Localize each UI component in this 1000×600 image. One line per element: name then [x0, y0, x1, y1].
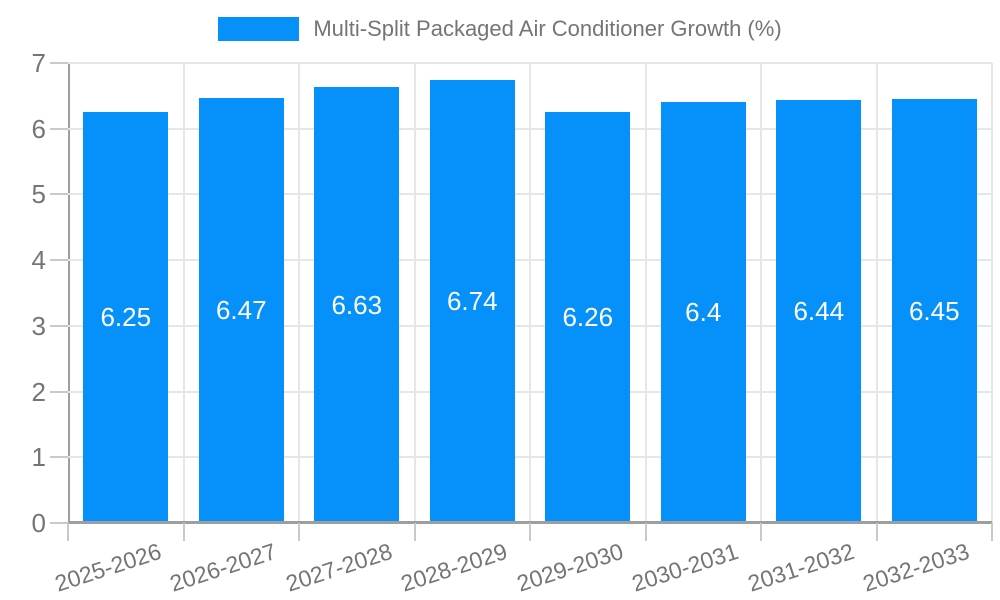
- bar-value-label: 6.4: [685, 297, 722, 328]
- y-tick: [50, 127, 68, 130]
- vertical-gridline: [413, 63, 416, 523]
- y-tick: [50, 62, 68, 64]
- bar: 6.74: [429, 80, 515, 523]
- bar-value-label: 6.47: [215, 294, 267, 325]
- x-tick: [875, 523, 878, 541]
- legend-swatch: [218, 17, 300, 41]
- vertical-gridline: [298, 63, 300, 523]
- y-tick-label: 5: [31, 179, 46, 210]
- x-tick: [991, 523, 993, 541]
- x-tick: [298, 523, 300, 541]
- bar: 6.26: [545, 111, 631, 523]
- y-tick-label: 4: [31, 245, 46, 276]
- horizontal-gridline: [68, 456, 992, 459]
- bar-value-label: 6.63: [331, 289, 383, 320]
- x-tick: [67, 523, 69, 541]
- x-tick: [644, 523, 647, 541]
- y-axis-line: [68, 63, 70, 523]
- horizontal-gridline: [68, 324, 992, 327]
- x-tick: [413, 523, 416, 541]
- x-axis-line: [68, 521, 992, 524]
- y-tick: [50, 522, 68, 524]
- x-tick: [182, 523, 185, 541]
- horizontal-gridline: [68, 259, 992, 262]
- vertical-gridline: [644, 63, 647, 523]
- x-tick: [760, 523, 762, 541]
- bar: 6.63: [314, 87, 400, 523]
- y-tick-label: 2: [31, 376, 46, 407]
- bar-value-label: 6.45: [908, 295, 960, 326]
- bar-value-label: 6.26: [562, 301, 614, 332]
- horizontal-gridline: [68, 127, 992, 130]
- y-tick-label: 1: [31, 442, 46, 473]
- legend-label: Multi-Split Packaged Air Conditioner Gro…: [313, 16, 782, 41]
- bar: 6.47: [198, 97, 284, 523]
- bar: 6.45: [891, 99, 977, 523]
- bar: 6.25: [83, 112, 169, 523]
- vertical-gridline: [991, 63, 993, 523]
- y-tick: [50, 259, 68, 262]
- plot-area: 6.25 6.47 6.63 6.74 6.26 6.4 6.44 6.45: [68, 62, 993, 524]
- x-tick: [529, 523, 531, 541]
- bar-value-label: 6.25: [100, 302, 152, 333]
- bar-value-label: 6.74: [446, 286, 498, 317]
- vertical-gridline: [182, 63, 185, 523]
- y-tick-label: 6: [31, 113, 46, 144]
- bar-value-label: 6.44: [793, 295, 845, 326]
- vertical-gridline: [529, 63, 531, 523]
- y-tick-label: 7: [31, 48, 46, 78]
- y-tick: [50, 390, 68, 393]
- legend: Multi-Split Packaged Air Conditioner Gro…: [0, 16, 1000, 42]
- horizontal-gridline: [68, 193, 992, 196]
- vertical-gridline: [875, 63, 878, 523]
- horizontal-gridline: [68, 62, 992, 64]
- horizontal-gridline: [68, 390, 992, 393]
- bar: 6.4: [660, 102, 746, 523]
- vertical-gridline: [760, 63, 762, 523]
- y-tick-label: 0: [31, 508, 46, 538]
- y-tick: [50, 193, 68, 196]
- bar: 6.44: [776, 99, 862, 523]
- y-tick: [50, 324, 68, 327]
- y-tick: [50, 456, 68, 459]
- y-tick-label: 3: [31, 310, 46, 341]
